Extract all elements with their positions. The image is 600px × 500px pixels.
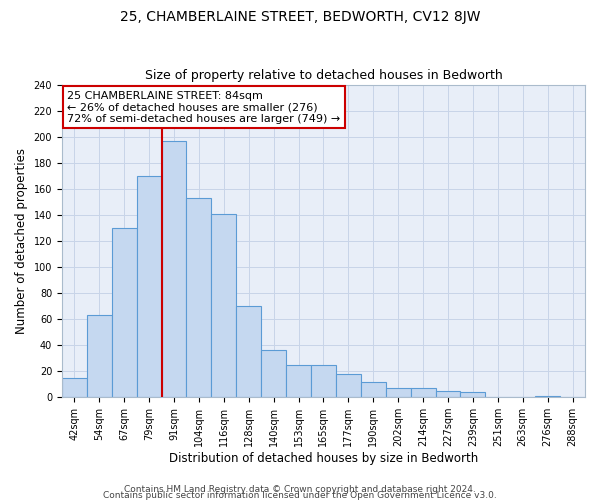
Bar	[386, 388, 410, 397]
Text: Contains public sector information licensed under the Open Government Licence v3: Contains public sector information licen…	[103, 490, 497, 500]
Text: 25, CHAMBERLAINE STREET, BEDWORTH, CV12 8JW: 25, CHAMBERLAINE STREET, BEDWORTH, CV12 …	[120, 10, 480, 24]
Bar	[161, 140, 187, 397]
Bar	[62, 378, 87, 397]
Text: 25 CHAMBERLAINE STREET: 84sqm
← 26% of detached houses are smaller (276)
72% of : 25 CHAMBERLAINE STREET: 84sqm ← 26% of d…	[67, 91, 340, 124]
Bar	[460, 392, 485, 397]
Title: Size of property relative to detached houses in Bedworth: Size of property relative to detached ho…	[145, 69, 502, 82]
Bar	[361, 382, 386, 397]
Bar	[286, 364, 311, 397]
Bar	[410, 388, 436, 397]
Bar	[535, 396, 560, 397]
Y-axis label: Number of detached properties: Number of detached properties	[15, 148, 28, 334]
Bar	[236, 306, 261, 397]
Bar	[436, 390, 460, 397]
Bar	[211, 214, 236, 397]
Text: Contains HM Land Registry data © Crown copyright and database right 2024.: Contains HM Land Registry data © Crown c…	[124, 484, 476, 494]
Bar	[112, 228, 137, 397]
Bar	[311, 364, 336, 397]
Bar	[336, 374, 361, 397]
Bar	[261, 350, 286, 397]
Bar	[87, 315, 112, 397]
X-axis label: Distribution of detached houses by size in Bedworth: Distribution of detached houses by size …	[169, 452, 478, 465]
Bar	[137, 176, 161, 397]
Bar	[187, 198, 211, 397]
